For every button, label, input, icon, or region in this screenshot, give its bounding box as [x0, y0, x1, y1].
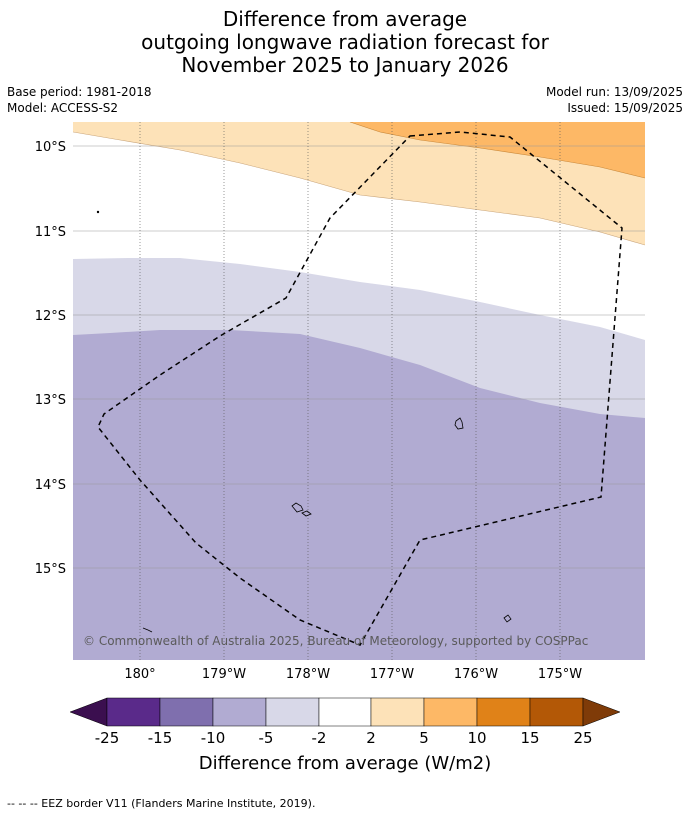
island-alofi: [301, 510, 312, 517]
colorbar-tick: 5: [419, 729, 429, 747]
title-line-2: outgoing longwave radiation forecast for: [141, 30, 549, 54]
island-north: [96, 210, 100, 214]
lat-label: 14°S: [35, 478, 66, 493]
model-name: Model: ACCESS-S2: [7, 101, 119, 115]
islands: [96, 210, 512, 633]
map-area: © Commonwealth of Australia 2025, Bureau…: [73, 122, 645, 660]
map-title: Difference from average outgoing longwav…: [0, 8, 690, 77]
title-line-3: November 2025 to January 2026: [181, 53, 509, 77]
colorbar-tick-labels: -25 -15 -10 -5 -2 2 5 10 15 25: [95, 729, 593, 747]
colorbar-tick: -2: [312, 729, 327, 747]
colorbar-arrow-left: [69, 697, 108, 727]
colorbar-swatch: [476, 697, 531, 727]
colorbar-swatch: [423, 697, 478, 727]
eez-border: [97, 131, 623, 646]
colorbar-tick: 2: [366, 729, 376, 747]
longitude-labels: 180° 179°W 178°W 177°W 176°W 175°W: [124, 667, 582, 682]
lat-label: 15°S: [35, 562, 66, 577]
latitude-labels: 10°S 11°S 12°S 13°S 14°S 15°S: [35, 140, 66, 577]
colorbar-tick: -5: [259, 729, 274, 747]
lat-label: 11°S: [35, 225, 66, 240]
contour-2: [73, 131, 645, 246]
colorbar-swatch: [265, 697, 320, 727]
colorbar-tick: 10: [467, 729, 486, 747]
colorbar-swatch: [318, 697, 372, 727]
lon-label: 175°W: [538, 667, 582, 682]
base-period: Base period: 1981-2018: [7, 85, 152, 99]
island-south: [503, 614, 512, 623]
meta-right: Model run: 13/09/2025 Issued: 15/09/2025: [546, 84, 683, 116]
lon-label: 177°W: [370, 667, 414, 682]
lon-label: 179°W: [202, 667, 246, 682]
colorbar-tick: -10: [201, 729, 226, 747]
colorbar-swatch: [106, 697, 161, 727]
lon-label: 178°W: [286, 667, 330, 682]
model-run: Model run: 13/09/2025: [545, 85, 683, 99]
island-futuna: [291, 502, 304, 513]
colorbar-label: Difference from average (W/m2): [198, 753, 492, 774]
lat-label: 13°S: [35, 393, 66, 408]
colorbar-swatch: [212, 697, 267, 727]
copyright-notice: © Commonwealth of Australia 2025, Bureau…: [83, 634, 588, 648]
lon-label: 176°W: [454, 667, 498, 682]
latitude-gridlines: [73, 145, 645, 569]
colorbar-swatch: [159, 697, 214, 727]
band-p2-5: [73, 122, 645, 245]
issued-date: Issued: 15/09/2025: [567, 101, 683, 115]
island-west: [142, 627, 153, 633]
contour-5: [349, 122, 645, 179]
band-p5-10: [350, 122, 645, 178]
island-wallis: [454, 417, 464, 430]
lon-label: 180°: [124, 667, 155, 682]
colorbar-tick: 15: [520, 729, 539, 747]
colorbar-swatch: [529, 697, 584, 727]
lat-label: 12°S: [35, 309, 66, 324]
colorbar-arrow-right: [582, 697, 621, 727]
colorbar-swatch: [370, 697, 425, 727]
footnote: -- -- -- EEZ border V11 (Flanders Marine…: [7, 797, 316, 810]
lat-label: 10°S: [35, 140, 66, 155]
meta-left: Base period: 1981-2018 Model: ACCESS-S2: [7, 84, 152, 116]
colorbar: [69, 697, 621, 727]
colorbar-tick: -25: [95, 729, 120, 747]
colorbar-tick: 25: [573, 729, 592, 747]
title-line-1: Difference from average: [222, 7, 468, 31]
colorbar-tick: -15: [148, 729, 173, 747]
